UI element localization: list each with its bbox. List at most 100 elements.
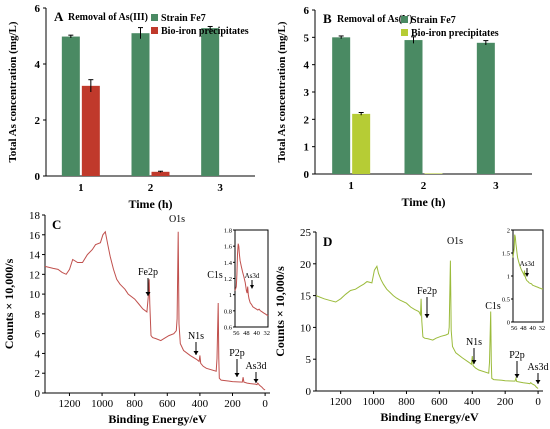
legend-swatch (401, 29, 408, 36)
peak-arrowhead (424, 314, 430, 318)
inset-x-tick-label: 40 (529, 325, 536, 332)
inset-frame (512, 229, 544, 323)
y-tick-label: 12 (29, 269, 40, 281)
inset-y-tick-label: 1 (229, 292, 232, 299)
y-axis-label: Total As concentration (mg/L) (7, 21, 19, 162)
peak-arrowhead (471, 360, 477, 364)
bar-strain (201, 28, 220, 176)
y-tick-label: 0 (304, 169, 310, 181)
bar-strain (332, 37, 351, 175)
x-tick-label: 400 (192, 398, 209, 410)
y-tick-label: 10 (300, 322, 312, 334)
inset-y-tick-label: 1.6 (224, 244, 233, 251)
x-tick-label: 200 (497, 396, 514, 408)
y-tick-label: 6 (35, 329, 41, 341)
inset-y-tick-label: 1.8 (224, 228, 232, 235)
inset-peak-arrowhead (525, 273, 529, 277)
x-axis-label: Binding Energy/eV (108, 412, 207, 426)
peak-label-n1s: N1s (466, 337, 482, 348)
x-axis-label: Time (h) (401, 195, 445, 209)
bar-bio-iron (352, 113, 371, 174)
inset-frame (234, 229, 269, 328)
panel-title: Removal of As(V) (337, 14, 413, 25)
inset-x-tick-label: 56 (233, 330, 240, 337)
x-tick-label: 3 (217, 182, 223, 194)
inset-x-tick-label: 40 (253, 330, 260, 337)
peak-label-fe2p: Fe2p (138, 267, 158, 278)
inset-x-tick-label: 56 (511, 325, 518, 332)
x-tick-label: 0 (262, 398, 268, 410)
y-tick-label: 20 (300, 259, 312, 271)
bar-strain (476, 42, 495, 174)
x-tick-label: 1200 (330, 396, 353, 408)
peak-arrowhead (234, 373, 240, 377)
peak-arrowhead (193, 351, 199, 355)
bar-strain (61, 36, 80, 177)
spectrum-line (315, 260, 539, 389)
y-axis-label: Counts × 10,000/s (273, 266, 287, 357)
bar-bio-iron (424, 173, 443, 174)
bar-strain (131, 33, 150, 177)
y-tick-label: 18 (29, 210, 41, 222)
x-tick-label: 0 (535, 396, 541, 408)
x-tick-label: 600 (159, 398, 176, 410)
peak-label-c1s: C1s (485, 301, 501, 312)
peak-label-o1s: O1s (169, 214, 185, 225)
inset-peak-arrowhead (250, 285, 254, 289)
peak-label-as3d: As3d (245, 361, 266, 372)
y-tick-label: 6 (304, 5, 310, 17)
panel-letter: A (54, 9, 64, 24)
x-tick-label: 400 (464, 396, 481, 408)
peak-label-o1s: O1s (447, 236, 463, 247)
peak-arrowhead (514, 374, 520, 378)
legend-label: Bio-iron precipitates (161, 26, 249, 37)
inset-y-tick-label: 0.5 (502, 297, 510, 304)
peak-label-fe2p: Fe2p (417, 286, 437, 297)
peak-label-n1s: N1s (188, 331, 204, 342)
inset-spectrum-line (512, 234, 543, 290)
panel-letter: D (323, 234, 332, 249)
x-tick-label: 800 (126, 398, 143, 410)
inset-y-tick-label: 1.5 (502, 251, 510, 258)
x-tick-label: 1 (348, 180, 354, 192)
panel-letter: C (52, 217, 61, 232)
inset-peak-label: As3d (245, 272, 260, 280)
y-tick-label: 15 (300, 291, 312, 303)
x-tick-label: 200 (224, 398, 241, 410)
inset-x-tick-label: 48 (243, 330, 250, 337)
y-tick-label: 10 (29, 289, 41, 301)
legend-label: Strain Fe7 (161, 13, 206, 24)
y-tick-label: 0 (35, 388, 41, 400)
inset-y-tick-label: 1.2 (224, 276, 232, 283)
inset-y-tick-label: 1 (507, 274, 510, 281)
peak-label-as3d: As3d (527, 362, 548, 373)
y-tick-label: 0 (306, 386, 312, 398)
panel-title: Removal of As(III) (68, 12, 148, 23)
y-tick-label: 14 (29, 250, 41, 262)
x-tick-label: 1200 (58, 398, 81, 410)
y-tick-label: 6 (35, 3, 41, 15)
y-axis-label: Counts × 10,000/s (2, 258, 16, 349)
inset-x-tick-label: 32 (539, 325, 546, 332)
inset-y-tick-label: 0.6 (224, 325, 233, 332)
y-tick-label: 4 (304, 60, 310, 72)
inset-spectrum-line (234, 243, 269, 317)
x-axis-label: Binding Energy/eV (380, 410, 479, 424)
legend-swatch (151, 27, 158, 34)
legend-label: Bio-iron precipitates (411, 28, 499, 39)
legend-label: Strain Fe7 (411, 15, 456, 26)
peak-arrowhead (145, 292, 151, 296)
y-tick-label: 25 (300, 227, 312, 239)
panel-letter: B (323, 11, 332, 26)
bar-bio-iron (151, 171, 170, 176)
x-tick-label: 2 (148, 182, 154, 194)
y-tick-label: 5 (304, 32, 310, 44)
bar-bio-iron (81, 85, 100, 176)
peak-arrowhead (535, 380, 541, 384)
x-tick-label: 1 (78, 182, 84, 194)
y-tick-label: 4 (35, 59, 41, 71)
y-axis-label: Total As concentration (mg/L) (276, 21, 288, 162)
y-tick-label: 4 (35, 348, 41, 360)
x-tick-label: 2 (421, 180, 427, 192)
